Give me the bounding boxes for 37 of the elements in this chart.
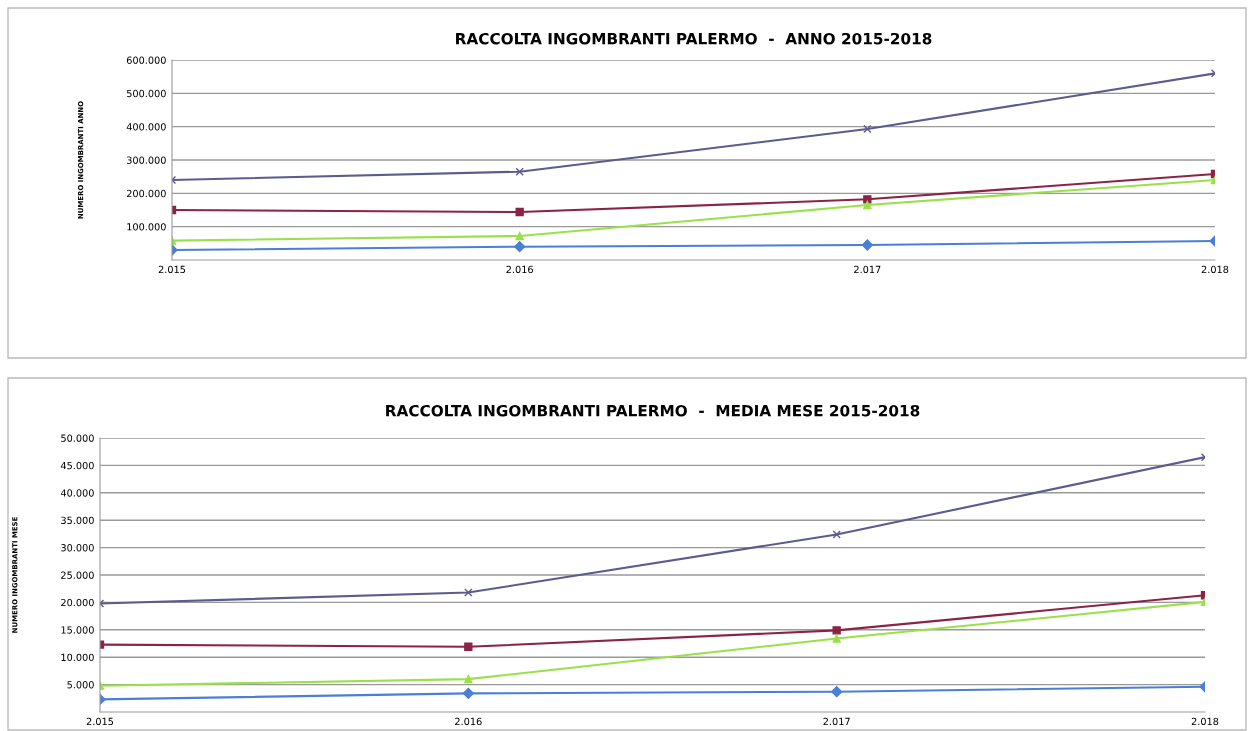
- y-tick-label: 20.000: [61, 598, 94, 607]
- chart-title: RACCOLTA INGOMBRANTI PALERMO - MEDIA MESE 2015-2018: [386, 404, 920, 417]
- y-tick-label: 400.000: [126, 123, 166, 131]
- y-tick-label: 25.000: [61, 571, 94, 579]
- point: [832, 530, 841, 539]
- x-tick-label: 2.017: [854, 265, 881, 274]
- x-tick-label: 2.018: [1201, 265, 1229, 274]
- y-tick-label: 200.000: [126, 189, 166, 198]
- point: [832, 626, 841, 635]
- point: [515, 231, 524, 241]
- y-tick-label: 30.000: [61, 544, 94, 552]
- x-tick-label: 2.016: [455, 717, 482, 726]
- y-tick-label: 35.000: [61, 516, 94, 525]
- point: [464, 588, 473, 597]
- y-tick-label: 15.000: [61, 626, 94, 634]
- y-tick-label: 45.000: [60, 461, 94, 470]
- y-tick-label: 300.000: [126, 156, 166, 164]
- x-tick-label: 2.015: [86, 717, 114, 726]
- point: [515, 167, 524, 176]
- point: [464, 642, 473, 651]
- point: [863, 200, 872, 210]
- y-tick-label: 600.000: [126, 56, 166, 64]
- point: [863, 124, 872, 134]
- point: [464, 674, 473, 684]
- y-tick-label: 40.000: [60, 489, 94, 497]
- y-tick-label: 10.000: [61, 653, 94, 662]
- y-tick-label: 100.000: [127, 223, 166, 231]
- x-tick-label: 2.017: [823, 717, 850, 726]
- y-tick-label: 5.000: [67, 681, 94, 689]
- point: [832, 634, 841, 643]
- x-tick-label: 2.015: [158, 265, 186, 274]
- x-tick-label: 2.018: [1191, 717, 1219, 726]
- y-tick-label: 50.000: [61, 434, 94, 442]
- point: [515, 207, 524, 217]
- chart-title: RACCOLTA INGOMBRANTI PALERMO - ANNO 2015-2018: [456, 32, 932, 45]
- y-tick-label: 500.000: [126, 89, 166, 98]
- x-tick-label: 2.016: [506, 265, 533, 274]
